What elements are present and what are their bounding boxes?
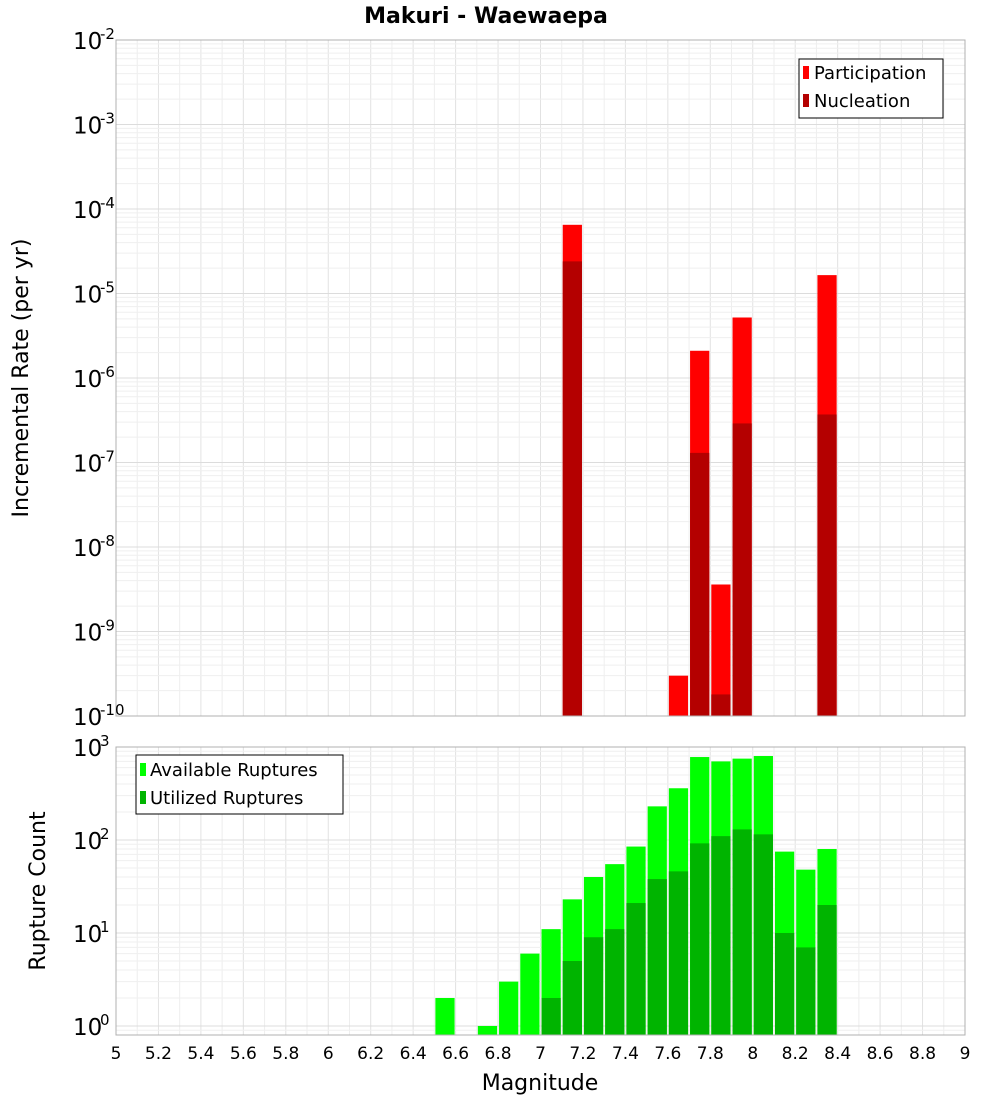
y-tick-label: 10 — [73, 705, 102, 731]
utilized-ruptures-legend-label: Utilized Ruptures — [150, 788, 303, 809]
utilized-ruptures-bar — [541, 997, 561, 1035]
x-tick-label: 6.4 — [400, 1044, 427, 1064]
utilized-ruptures-bar — [583, 937, 604, 1035]
utilized-ruptures-bar — [690, 843, 710, 1035]
y-tick-exponent: -7 — [100, 448, 115, 466]
x-tick-label: 8.4 — [824, 1044, 851, 1064]
participation-bar — [711, 584, 731, 716]
nucleation-bar — [817, 414, 837, 716]
utilized-ruptures-bar — [562, 960, 582, 1035]
x-tick-label: 6.8 — [485, 1044, 512, 1064]
nucleation-legend-swatch — [803, 94, 809, 107]
utilized-ruptures-bar — [732, 829, 752, 1035]
x-tick-label: 8.8 — [909, 1044, 936, 1064]
participation-legend-label: Participation — [814, 63, 926, 84]
chart-title: Makuri - Waewaepa — [364, 4, 608, 29]
bottom-y-axis-label: Rupture Count — [26, 811, 51, 971]
x-axis-label: Magnitude — [482, 1071, 599, 1096]
x-tick-label: 6.2 — [357, 1044, 384, 1064]
x-tick-label: 9 — [960, 1044, 971, 1064]
y-tick-label: 10 — [73, 29, 102, 55]
x-tick-label: 5.6 — [230, 1044, 257, 1064]
nucleation-bar — [690, 452, 710, 716]
bottom-bars — [435, 756, 837, 1035]
y-tick-exponent: 3 — [100, 732, 110, 750]
y-tick-exponent: 1 — [100, 918, 110, 936]
x-tick-label: 8.2 — [782, 1044, 809, 1064]
y-tick-label: 10 — [73, 1015, 102, 1041]
available-ruptures-bar — [477, 1025, 498, 1035]
x-tick-label: 7 — [535, 1044, 546, 1064]
y-tick-exponent: -10 — [100, 701, 125, 719]
x-tick-label: 5.4 — [187, 1044, 214, 1064]
utilized-ruptures-bar — [626, 903, 646, 1035]
y-tick-label: 10 — [73, 198, 102, 224]
bottom-legend: Available Ruptures Utilized Ruptures — [135, 754, 344, 815]
y-tick-exponent: -5 — [100, 279, 115, 297]
y-tick-label: 10 — [73, 114, 102, 140]
utilized-ruptures-bar — [668, 871, 689, 1035]
utilized-ruptures-bar — [774, 932, 795, 1035]
nucleation-bar — [711, 694, 731, 716]
y-tick-label: 10 — [73, 452, 102, 478]
utilized-ruptures-bar — [711, 836, 731, 1035]
y-tick-label: 10 — [73, 621, 102, 647]
y-tick-exponent: -9 — [100, 617, 115, 635]
bottom-plot-frame — [115, 746, 966, 1036]
utilized-ruptures-bar — [647, 879, 667, 1035]
top-y-tick-labels: 10-210-310-410-510-610-710-810-910-10 — [73, 25, 125, 731]
x-tick-label: 7.8 — [697, 1044, 724, 1064]
available-ruptures-legend-label: Available Ruptures — [150, 760, 318, 781]
x-tick-label: 7.4 — [612, 1044, 639, 1064]
top-legend-box — [798, 58, 944, 119]
top-bars — [562, 224, 837, 716]
y-tick-exponent: 2 — [100, 825, 110, 843]
bottom-legend-box — [135, 754, 344, 815]
x-tick-label: 7.6 — [654, 1044, 681, 1064]
y-tick-exponent: 0 — [100, 1011, 110, 1029]
utilized-ruptures-bar — [817, 904, 837, 1035]
x-tick-label: 8.6 — [867, 1044, 894, 1064]
nucleation-legend-label: Nucleation — [814, 91, 910, 112]
y-tick-label: 10 — [73, 922, 102, 948]
available-ruptures-bar — [435, 997, 455, 1035]
nucleation-bar — [562, 261, 582, 716]
top-y-axis-label: Incremental Rate (per yr) — [9, 239, 34, 518]
available-ruptures-legend-swatch — [140, 763, 146, 776]
utilized-ruptures-bar — [796, 947, 816, 1035]
available-ruptures-bar — [520, 953, 540, 1035]
x-tick-label: 6.6 — [442, 1044, 469, 1064]
y-tick-exponent: -8 — [100, 532, 115, 550]
available-ruptures-bar — [499, 981, 519, 1035]
utilized-ruptures-legend-swatch — [140, 791, 146, 804]
utilized-ruptures-bar — [605, 929, 625, 1035]
x-tick-label: 8 — [747, 1044, 758, 1064]
x-tick-label: 5.8 — [272, 1044, 299, 1064]
utilized-ruptures-bar — [753, 834, 773, 1035]
participation-legend-swatch — [803, 66, 809, 79]
y-tick-exponent: -6 — [100, 363, 115, 381]
top-plot-frame — [115, 39, 966, 717]
top-legend: Participation Nucleation — [798, 58, 944, 119]
x-tick-label: 6 — [323, 1044, 334, 1064]
x-tick-label: 5 — [111, 1044, 122, 1064]
y-tick-label: 10 — [73, 283, 102, 309]
y-tick-exponent: -4 — [100, 194, 115, 212]
nucleation-bar — [732, 423, 752, 716]
participation-bar — [668, 675, 689, 716]
y-tick-label: 10 — [73, 367, 102, 393]
y-tick-label: 10 — [73, 536, 102, 562]
y-tick-exponent: -3 — [100, 110, 115, 128]
y-tick-label: 10 — [73, 736, 102, 762]
y-tick-label: 10 — [73, 829, 102, 855]
x-tick-labels: 5 5.2 5.4 5.6 5.8 6 6.2 6.4 6.6 6.8 7 7.2 7.4 7.6 7.8 8… — [111, 1044, 971, 1064]
x-tick-label: 7.2 — [569, 1044, 596, 1064]
x-tick-label: 5.2 — [145, 1044, 172, 1064]
top-gridlines — [115, 40, 966, 717]
y-tick-exponent: -2 — [100, 25, 115, 43]
